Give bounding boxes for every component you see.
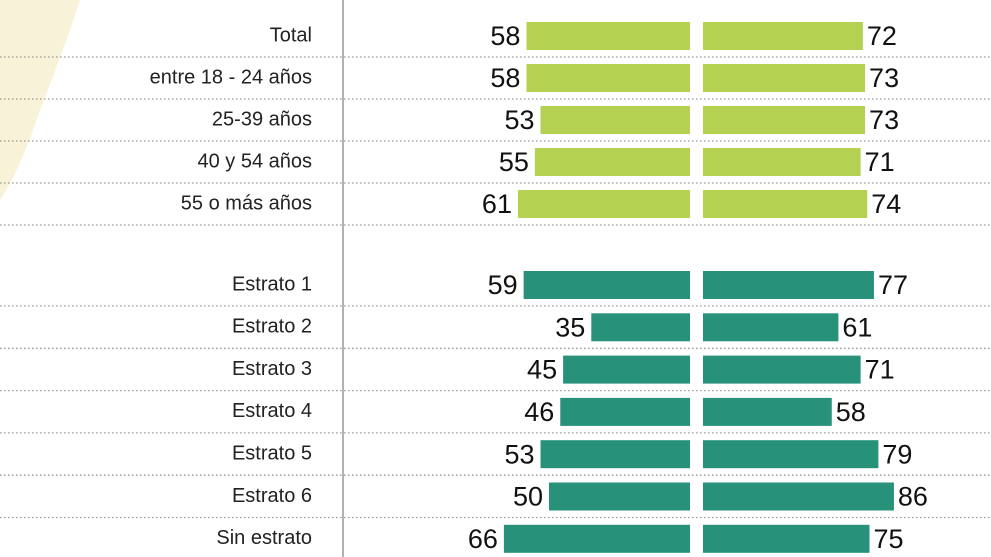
- bar: [549, 482, 690, 511]
- category-label: 25-39 años: [212, 108, 312, 130]
- bar: [703, 355, 861, 384]
- value-label: 71: [865, 355, 895, 385]
- bar: [703, 22, 863, 50]
- bar: [703, 148, 861, 176]
- value-label: 61: [842, 312, 872, 342]
- bar: [523, 271, 690, 299]
- value-label: 58: [490, 21, 520, 51]
- category-label: Sin estrato: [216, 527, 312, 549]
- value-label: 74: [871, 189, 901, 219]
- value-label: 79: [882, 439, 912, 469]
- value-label: 35: [555, 312, 585, 342]
- value-label: 50: [513, 482, 543, 512]
- decoration: [0, 0, 80, 200]
- value-label: 53: [504, 439, 534, 469]
- category-label: Estrato 5: [232, 442, 312, 464]
- bar: [703, 64, 866, 92]
- bar: [703, 397, 832, 426]
- bar: [703, 271, 874, 299]
- bar: [703, 440, 879, 469]
- value-label: 46: [524, 397, 554, 427]
- value-label: 59: [488, 270, 518, 300]
- category-label: 55 o más años: [181, 192, 312, 214]
- bar: [540, 106, 690, 134]
- category-label: 40 y 54 años: [197, 150, 312, 172]
- bar: [534, 148, 690, 176]
- bar: [591, 313, 690, 342]
- value-label: 77: [878, 270, 908, 300]
- value-label: 66: [468, 524, 498, 554]
- value-label: 73: [869, 105, 899, 135]
- value-label: 73: [869, 63, 899, 93]
- value-label: 75: [874, 524, 904, 554]
- category-label: Estrato 4: [232, 400, 312, 422]
- value-label: 86: [898, 482, 928, 512]
- category-label: Estrato 6: [232, 485, 312, 507]
- value-label: 72: [867, 21, 897, 51]
- bar: [517, 190, 690, 218]
- bar: [526, 64, 690, 92]
- category-label: Total: [270, 24, 312, 46]
- value-label: 53: [504, 105, 534, 135]
- category-label: Estrato 2: [232, 316, 312, 338]
- bar: [503, 524, 690, 553]
- category-label: Estrato 3: [232, 358, 312, 380]
- bar: [703, 524, 870, 553]
- bar: [540, 440, 690, 469]
- bar: [703, 106, 866, 134]
- value-label: 58: [836, 397, 866, 427]
- value-label: 55: [499, 147, 529, 177]
- bar: [526, 22, 690, 50]
- bar: [703, 482, 894, 511]
- category-label: entre 18 - 24 años: [150, 66, 312, 88]
- value-label: 71: [865, 147, 895, 177]
- bar: [703, 190, 868, 218]
- bar: [560, 397, 690, 426]
- bar: [703, 313, 839, 342]
- value-label: 61: [482, 189, 512, 219]
- value-label: 45: [527, 355, 557, 385]
- value-label: 58: [490, 63, 520, 93]
- category-label: Estrato 1: [232, 273, 312, 295]
- bar: [563, 355, 690, 384]
